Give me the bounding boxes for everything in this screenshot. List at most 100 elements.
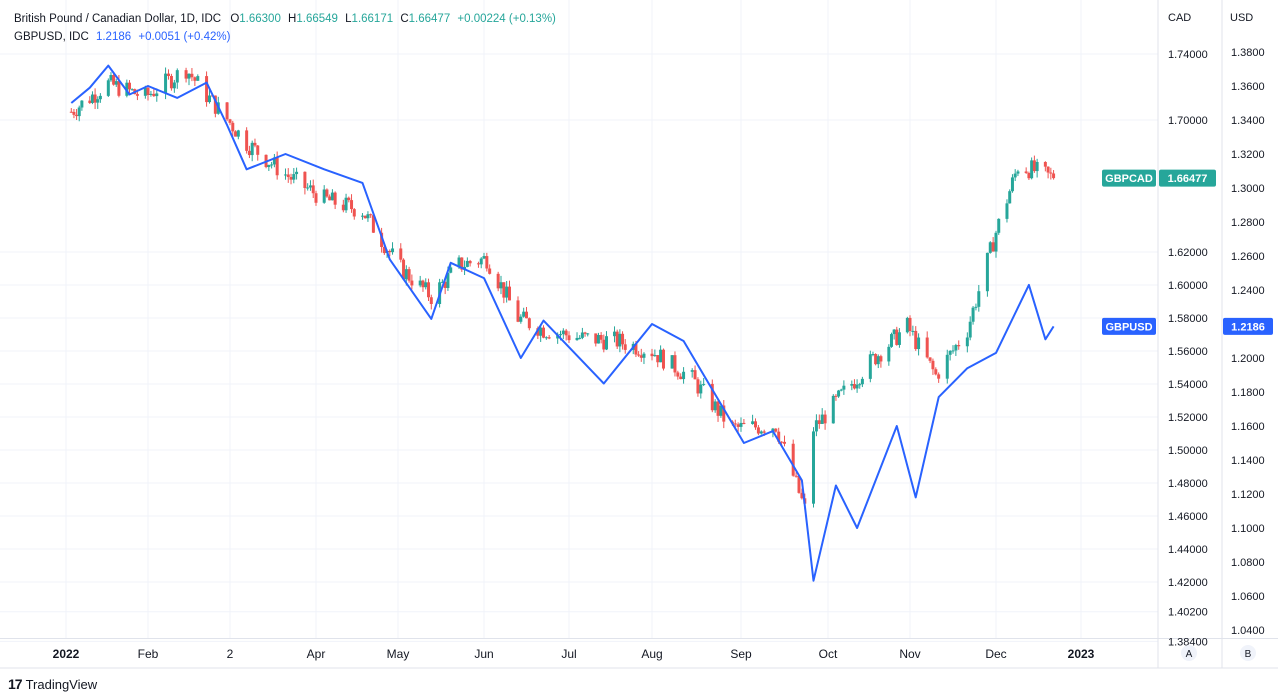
candle-body (656, 355, 660, 363)
cad-tick-label: 1.46000 (1168, 511, 1208, 523)
x-tick-label: Feb (138, 647, 159, 661)
candle-body (488, 268, 492, 274)
usd-tick-label: 1.2400 (1231, 285, 1265, 297)
high-value: 1.66549 (296, 13, 338, 25)
candle-body (604, 336, 608, 350)
candle-body (736, 424, 740, 427)
candle-body (306, 187, 310, 189)
legend-main-row: British Pound / Canadian Dollar, 1D, IDC… (14, 10, 556, 28)
candle-body (382, 247, 386, 254)
cad-tick-label: 1.56000 (1168, 346, 1208, 358)
candle-body (352, 209, 356, 217)
candle-body (594, 333, 598, 344)
candle-body (314, 193, 318, 203)
candle-body (446, 272, 450, 288)
candle-body (247, 150, 251, 156)
cad-tick-label: 1.44000 (1168, 544, 1208, 556)
candle-body (699, 384, 703, 394)
candle-body (236, 130, 240, 137)
candle-body (1030, 160, 1034, 179)
candle-body (544, 337, 548, 339)
candle-body (997, 218, 1001, 233)
candle-body (837, 390, 841, 397)
candle-body (1016, 171, 1020, 174)
usd-axis-title: USD (1230, 12, 1253, 24)
candle-body (69, 111, 73, 113)
candle-body (951, 350, 955, 352)
candle-body (193, 77, 197, 81)
candle-body (794, 475, 798, 477)
candle-body (879, 356, 883, 362)
usd-tick-label: 1.2800 (1231, 217, 1265, 229)
candle-body (184, 70, 188, 79)
candle-body (289, 177, 293, 180)
tradingview-branding[interactable]: 17 TradingView (8, 676, 97, 692)
tradingview-logo: 17 (8, 676, 23, 692)
candle-body (380, 232, 384, 248)
candle-body (250, 142, 254, 156)
candle-body (476, 263, 480, 265)
candle-body (759, 431, 763, 434)
left-scale-button[interactable]: A (1181, 645, 1197, 661)
cad-tick-label: 1.42000 (1168, 577, 1208, 589)
candle-body (519, 316, 523, 322)
candle-body (850, 384, 854, 386)
candle-body (615, 331, 619, 347)
left-scale-button-label[interactable]: A (1186, 649, 1193, 660)
candle-body (679, 376, 683, 380)
candle-body (295, 171, 299, 175)
main-symbol[interactable]: British Pound / Canadian Dollar, 1D, IDC (14, 13, 222, 25)
candle-body (98, 95, 102, 100)
candle-body (812, 431, 815, 504)
candle-body (468, 260, 472, 264)
candle-body (410, 280, 414, 286)
open-label: O (230, 13, 240, 25)
candle-body (93, 94, 97, 103)
gbpcad-value-text: 1.66477 (1168, 173, 1208, 185)
x-tick-label: Jun (474, 647, 493, 661)
gbpusd-value-text: 1.2186 (1231, 321, 1265, 333)
candle-body (965, 337, 969, 347)
candle-body (670, 355, 674, 369)
candle-body (187, 73, 191, 79)
candle-body (449, 267, 453, 273)
candle-body (527, 318, 531, 329)
candle-body (777, 431, 781, 442)
usd-tick-label: 1.0800 (1231, 557, 1265, 569)
candle-body (127, 82, 131, 90)
candle-body (948, 350, 952, 355)
right-scale-button[interactable]: B (1240, 645, 1256, 661)
usd-tick-label: 1.1400 (1231, 455, 1265, 467)
right-scale-button-label[interactable]: B (1245, 649, 1252, 660)
candle-body (559, 334, 562, 336)
legend-compare-row: GBPUSD, IDC 1.2186 +0.0051 (+0.42%) (14, 28, 556, 46)
cad-tick-label: 1.74000 (1168, 49, 1208, 61)
left-scale-button-bg[interactable] (1181, 645, 1197, 661)
compare-symbol[interactable]: GBPUSD, IDC (14, 31, 89, 43)
candle-body (130, 89, 134, 91)
candle-body (72, 111, 76, 115)
candle-body (599, 334, 603, 340)
candle-body (780, 441, 784, 443)
candle-body (117, 81, 121, 96)
candle-body (88, 100, 92, 103)
candle-body (525, 311, 528, 319)
x-tick-label: Jul (561, 647, 576, 661)
right-scale-button-bg[interactable] (1240, 645, 1256, 661)
candle-body (169, 75, 173, 89)
candle-body (713, 401, 717, 411)
usd-tick-label: 1.0400 (1231, 625, 1265, 637)
compare-change: +0.0051 (+0.42%) (138, 31, 231, 43)
candle-body (642, 353, 646, 358)
candle-body (155, 93, 159, 97)
tradingview-brand: TradingView (25, 676, 98, 692)
candle-body (443, 281, 447, 288)
candle-body (702, 383, 706, 385)
candle-body (858, 384, 862, 386)
candle-body (196, 76, 200, 81)
candle-body (977, 291, 981, 307)
candle-body (800, 492, 804, 499)
candle-body (325, 189, 329, 197)
candle-body (618, 333, 622, 347)
